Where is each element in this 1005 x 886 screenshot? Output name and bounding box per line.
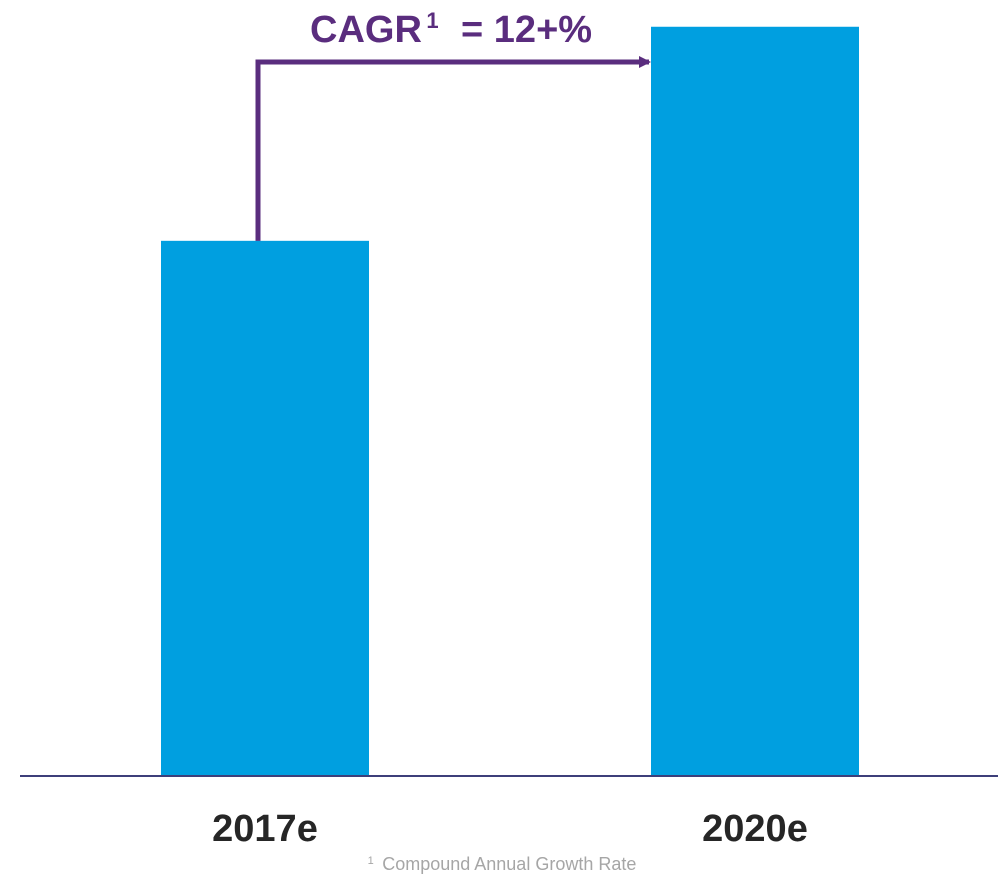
bar-2020e — [651, 26, 859, 777]
category-label-2020e: 2020e — [702, 808, 808, 850]
footnote-text: Compound Annual Growth Rate — [382, 854, 636, 874]
bars-layer — [161, 26, 859, 777]
cagr-annotation: CAGR 1 = 12+% — [310, 8, 592, 51]
footnote-marker: 1 — [368, 855, 374, 867]
cagr-value-text: = 12+% — [461, 9, 592, 51]
cagr-label-superscript: 1 — [426, 8, 438, 33]
footnote: 1 Compound Annual Growth Rate — [368, 851, 637, 874]
category-label-2017e: 2017e — [212, 808, 318, 850]
cagr-label-text: CAGR — [310, 9, 422, 51]
cagr-arrow — [255, 56, 651, 241]
category-labels: 2017e 2020e — [212, 808, 808, 850]
bar-2017e — [161, 240, 369, 777]
